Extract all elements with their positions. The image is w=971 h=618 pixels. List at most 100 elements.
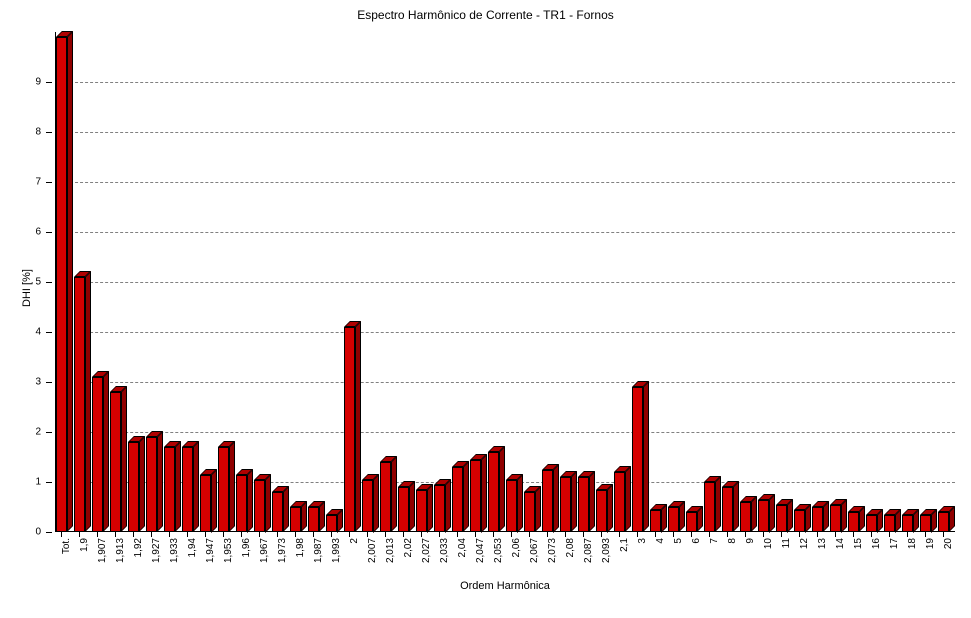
x-tick-label: 16 [871, 538, 882, 549]
y-tick-label: 2 [35, 427, 41, 438]
bars-group [55, 32, 955, 532]
bar [290, 507, 307, 532]
chart-container: Espectro Harmônico de Corrente - TR1 - F… [0, 0, 971, 618]
bar [434, 485, 451, 533]
x-tick-label: 1,967 [259, 538, 270, 563]
bar [920, 515, 937, 533]
x-tick-label: 4 [655, 538, 666, 544]
y-tick-label: 7 [35, 177, 41, 188]
bar [938, 512, 955, 532]
x-axis-label: Ordem Harmônica [55, 580, 955, 592]
bar [74, 277, 91, 532]
x-tick-mark [871, 532, 872, 537]
y-tick-mark [46, 482, 52, 483]
x-tick-mark [115, 532, 116, 537]
bar [614, 472, 631, 532]
x-tick-mark [421, 532, 422, 537]
bar [470, 460, 487, 533]
x-tick-label: 1,96 [241, 538, 252, 557]
y-tick-label: 6 [35, 227, 41, 238]
x-tick-label: 2,04 [457, 538, 468, 557]
y-tick-label: 1 [35, 477, 41, 488]
x-tick-mark [295, 532, 296, 537]
y-axis-label: DHI [%] [21, 269, 33, 307]
x-tick-label: 2 [349, 538, 360, 544]
x-tick-label: 1,973 [277, 538, 288, 563]
y-tick-mark [46, 382, 52, 383]
y-tick-mark [46, 282, 52, 283]
x-tick-label: 13 [817, 538, 828, 549]
bar [668, 507, 685, 532]
x-tick-mark [565, 532, 566, 537]
x-tick-label: 1,913 [115, 538, 126, 563]
bar [380, 462, 397, 532]
x-tick-mark [727, 532, 728, 537]
x-tick-mark [259, 532, 260, 537]
x-tick-mark [367, 532, 368, 537]
bar [830, 505, 847, 533]
y-tick-mark [46, 232, 52, 233]
x-tick-mark [97, 532, 98, 537]
bar [722, 487, 739, 532]
x-tick-label: 15 [853, 538, 864, 549]
x-tick-mark [205, 532, 206, 537]
x-tick-mark [583, 532, 584, 537]
bar [110, 392, 127, 532]
x-tick-mark [853, 532, 854, 537]
x-tick-label: Tot. [61, 538, 72, 554]
x-tick-label: 2,08 [565, 538, 576, 557]
x-tick-label: 18 [907, 538, 918, 549]
x-tick-mark [439, 532, 440, 537]
y-tick-mark [46, 432, 52, 433]
bar [362, 480, 379, 533]
x-tick-label: 1,947 [205, 538, 216, 563]
x-tick-label: 1,933 [169, 538, 180, 563]
bar [632, 387, 649, 532]
bar [812, 507, 829, 532]
x-tick-label: 2,053 [493, 538, 504, 563]
x-tick-label: 1,953 [223, 538, 234, 563]
bar [578, 477, 595, 532]
x-tick-label: 6 [691, 538, 702, 544]
bar [758, 500, 775, 533]
x-tick-mark [925, 532, 926, 537]
bar [794, 510, 811, 533]
x-tick-mark [799, 532, 800, 537]
y-tick-label: 8 [35, 127, 41, 138]
x-tick-mark [511, 532, 512, 537]
bar [272, 492, 289, 532]
y-tick-mark [46, 182, 52, 183]
x-tick-mark [907, 532, 908, 537]
x-tick-label: 3 [637, 538, 648, 544]
bar [776, 505, 793, 533]
x-tick-mark [709, 532, 710, 537]
x-tick-label: 7 [709, 538, 720, 544]
bar [344, 327, 361, 532]
x-tick-label: 20 [943, 538, 954, 549]
x-tick-label: 2,093 [601, 538, 612, 563]
x-tick-mark [655, 532, 656, 537]
x-tick-label: 2,087 [583, 538, 594, 563]
x-tick-mark [673, 532, 674, 537]
y-tick-label: 3 [35, 377, 41, 388]
x-tick-mark [745, 532, 746, 537]
x-axis [55, 531, 955, 532]
x-tick-label: 2,047 [475, 538, 486, 563]
x-tick-mark [223, 532, 224, 537]
y-tick-mark [46, 532, 52, 533]
y-tick-mark [46, 332, 52, 333]
bar [200, 475, 217, 533]
bar [218, 447, 235, 532]
bar [542, 470, 559, 533]
x-tick-mark [889, 532, 890, 537]
bar [704, 482, 721, 532]
y-tick-label: 4 [35, 327, 41, 338]
x-tick-label: 2,1 [619, 538, 630, 552]
x-tick-label: 1,9 [79, 538, 90, 552]
x-tick-mark [331, 532, 332, 537]
x-tick-mark [475, 532, 476, 537]
bar [92, 377, 109, 532]
bar [902, 515, 919, 533]
x-tick-mark [637, 532, 638, 537]
bar [416, 490, 433, 533]
